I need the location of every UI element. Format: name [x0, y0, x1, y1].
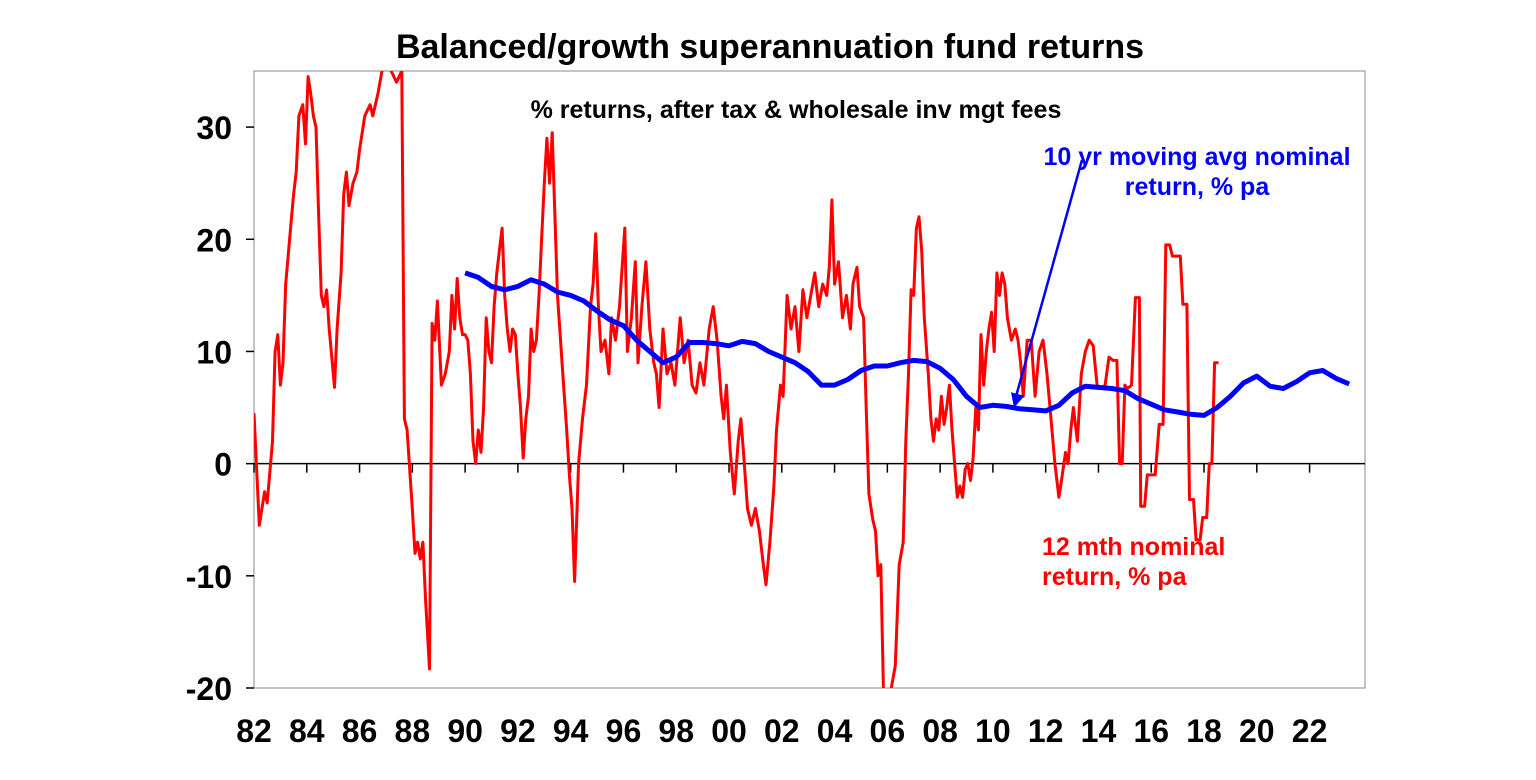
twelve-month-return-line	[254, 71, 1219, 688]
x-tick-label: 82	[236, 713, 272, 749]
x-tick-label: 22	[1292, 713, 1328, 749]
x-tick-label: 12	[1028, 713, 1064, 749]
annotation-arrow-line	[1012, 159, 1084, 404]
x-tick-label: 08	[922, 713, 958, 749]
x-tick-label: 96	[606, 713, 642, 749]
twelve-month-annotation-label: return, % pa	[1042, 563, 1188, 591]
x-tick-label: 90	[447, 713, 483, 749]
y-axis: -20 -10 0 10 20 30	[186, 110, 254, 707]
x-tick-label: 94	[553, 713, 589, 749]
y-tick-label: 20	[196, 222, 232, 258]
x-tick-label: 86	[342, 713, 378, 749]
moving-average-annotation-label: return, % pa	[1125, 173, 1271, 201]
x-tick-label: 00	[711, 713, 747, 749]
y-tick-label: -20	[186, 671, 232, 707]
x-tick-label: 16	[1133, 713, 1169, 749]
ten-year-moving-average-line	[464, 270, 1351, 418]
x-axis: 82 84 86 88 90 92 94 96 98 00 02 04 06 08 10 12 14 16 18 20…	[236, 462, 1365, 749]
x-tick-label: 92	[500, 713, 536, 749]
plot-area	[253, 70, 1366, 689]
x-tick-label: 18	[1186, 713, 1222, 749]
twelve-month-annotation-label: 12 mth nominal	[1042, 533, 1225, 561]
x-tick-label: 10	[975, 713, 1011, 749]
y-tick-label: 30	[196, 110, 232, 146]
y-tick-label: 0	[214, 447, 232, 483]
moving-average-annotation-label: 10 yr moving avg nominal	[1043, 143, 1350, 171]
x-tick-label: 14	[1081, 713, 1117, 749]
x-tick-label: 20	[1239, 713, 1275, 749]
series-layer	[254, 71, 1351, 688]
x-tick-label: 88	[395, 713, 431, 749]
y-tick-label: -10	[186, 559, 232, 595]
x-tick-label: 84	[289, 713, 325, 749]
y-tick-label: 10	[196, 334, 232, 370]
chart-subtitle: % returns, after tax & wholesale inv mgt…	[531, 96, 1062, 124]
x-tick-label: 04	[817, 713, 853, 749]
annotation-arrowhead	[1010, 392, 1025, 408]
chart-title: Balanced/growth superannuation fund retu…	[396, 28, 1144, 66]
x-tick-label: 98	[658, 713, 694, 749]
x-tick-label: 02	[764, 713, 800, 749]
x-tick-label: 06	[870, 713, 906, 749]
